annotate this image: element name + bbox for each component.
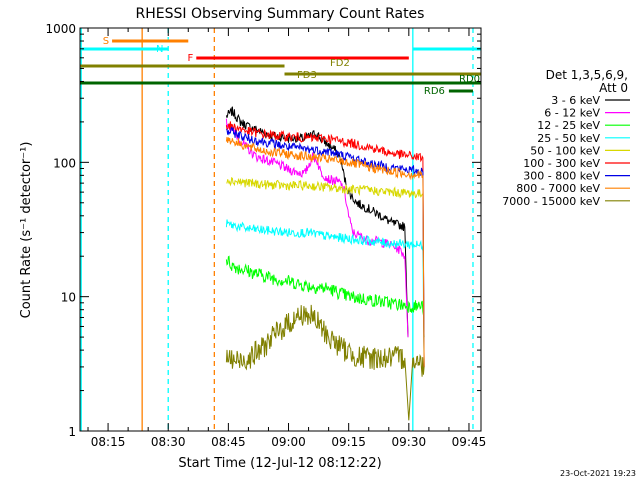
x-tick-label: 08:45: [211, 435, 246, 449]
chart-title: RHESSI Observing Summary Count Rates: [136, 6, 425, 22]
status-bar-label-s: S: [103, 36, 109, 47]
y-tick-label: 1: [68, 425, 76, 439]
axes: 08:15 08:30 08:45 09:00 09:15 09:30 09:45 1 10 10…: [45, 22, 486, 449]
y-axis-label: Count Rate (s⁻¹ detector⁻¹): [19, 142, 34, 319]
status-bar-label-f: F: [188, 53, 194, 64]
legend-label: 100 - 300 keV: [523, 157, 600, 170]
series-layer: [225, 106, 425, 421]
x-tick-label: 08:15: [91, 435, 126, 449]
series-line-0: [225, 106, 409, 338]
legend-label: 7000 - 15000 keV: [502, 195, 600, 208]
series-line-1: [225, 118, 409, 338]
status-bars: S N F FD2 FD3 RD0 RD6: [80, 36, 481, 97]
series-line-5: [225, 121, 425, 367]
legend-label: 6 - 12 keV: [544, 107, 600, 120]
legend-label: 12 - 25 keV: [537, 119, 600, 132]
legend-label: 25 - 50 keV: [537, 132, 600, 145]
x-tick-label: 09:00: [271, 435, 306, 449]
legend-label: 800 - 7000 keV: [516, 182, 600, 195]
legend-label: 300 - 800 keV: [523, 170, 600, 183]
legend-header-line-2: Att 0: [599, 81, 628, 95]
vertical-markers: [80, 28, 474, 431]
legend-label: 3 - 6 keV: [551, 94, 600, 107]
y-tick-label: 1000: [45, 22, 76, 36]
y-tick-label: 10: [61, 291, 76, 305]
status-bar-label-rd0: RD0: [459, 74, 480, 85]
legend-header-line-1: Det 1,3,5,6,9,: [546, 68, 628, 82]
status-bar-label-fd3: FD3: [297, 70, 317, 81]
series-line-8: [225, 304, 425, 421]
status-bar-label-rd6: RD6: [424, 86, 445, 97]
footer-timestamp: 23-Oct-2021 19:23: [560, 469, 636, 478]
x-tick-label: 09:45: [452, 435, 487, 449]
series-line-4: [226, 176, 425, 367]
x-tick-label: 09:30: [392, 435, 427, 449]
plot-frame: [79, 27, 482, 432]
status-bar-label-fd2: FD2: [330, 58, 350, 69]
legend-label: 50 - 100 keV: [530, 144, 600, 157]
y-tick-label: 100: [53, 156, 76, 170]
x-tick-label: 09:15: [331, 435, 366, 449]
status-bar-label-n: N: [156, 44, 163, 55]
x-axis-label: Start Time (12-Jul-12 08:12:22): [178, 456, 381, 471]
series-line-2: [225, 255, 425, 338]
series-line-3: [225, 219, 425, 367]
series-line-7: [225, 136, 425, 367]
x-tick-label: 08:30: [151, 435, 186, 449]
